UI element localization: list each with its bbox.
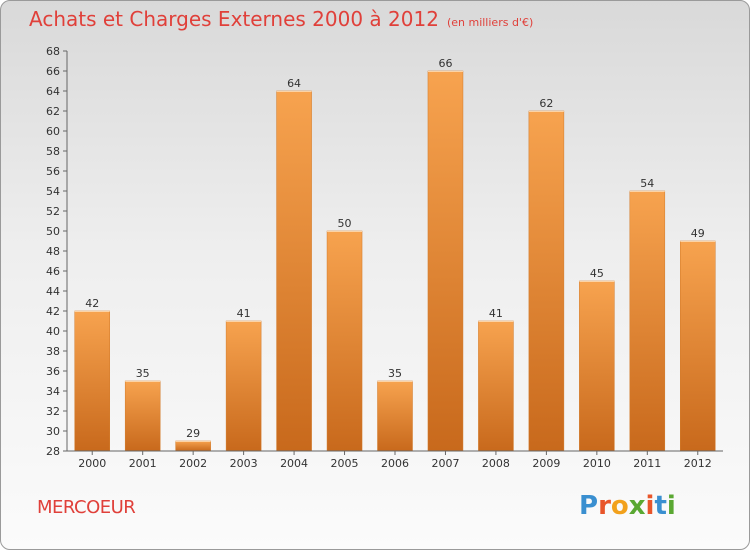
x-tick-label-2008: 2008 (482, 457, 510, 470)
bars: 42 35 29 41 64 50 35 66 41 62 45 54 49 (74, 57, 716, 452)
y-tick-label: 36 (46, 365, 60, 378)
brand-letter: o (610, 491, 629, 521)
x-tick-label-2002: 2002 (179, 457, 207, 470)
x-tick-label-2004: 2004 (280, 457, 308, 470)
x-tick-label-2012: 2012 (684, 457, 712, 470)
bar-2000 (74, 310, 110, 452)
y-axis: 28 30 32 34 36 38 40 42 44 46 48 50 52 54 56 58 60 62 64 66… (46, 45, 68, 458)
brand-letter: r (598, 491, 611, 521)
chart-subtitle: (en milliers d'€) (446, 16, 534, 29)
y-tick-label: 68 (46, 45, 60, 58)
y-tick-label: 32 (46, 405, 60, 418)
place-name: MERCOEUR (37, 497, 136, 518)
data-label-2006: 35 (388, 367, 402, 380)
x-tick-label-2007: 2007 (431, 457, 459, 470)
y-tick-label: 46 (46, 265, 60, 278)
bar-2002 (175, 440, 211, 452)
brand-letter: i (666, 491, 676, 521)
data-label-2007: 66 (438, 57, 452, 70)
bar-2001 (124, 380, 161, 452)
y-tick-label: 34 (46, 385, 60, 398)
y-tick-label: 58 (46, 145, 60, 158)
brand-letter: i (645, 491, 655, 521)
y-tick-label: 50 (46, 225, 60, 238)
bar-2004 (276, 90, 312, 452)
y-tick-label: 54 (46, 185, 60, 198)
x-tick-label-2005: 2005 (331, 457, 359, 470)
bar-2008 (478, 320, 514, 452)
x-axis: 2000 2001 2002 2003 2004 2005 2006 2007 2008 2009… (67, 450, 723, 470)
data-label-2000: 42 (85, 297, 99, 310)
y-tick-label: 48 (46, 245, 60, 258)
brand-letter: P (579, 491, 599, 521)
y-tick-label: 44 (46, 285, 60, 298)
data-label-2003: 41 (237, 307, 251, 320)
chart-title: Achats et Charges Externes 2000 à 2012 (e… (29, 7, 534, 31)
y-tick-label: 40 (46, 325, 60, 338)
data-label-2002: 29 (186, 427, 200, 440)
y-tick-label: 62 (46, 105, 60, 118)
data-label-2005: 50 (338, 217, 352, 230)
bar-2006 (377, 380, 413, 452)
data-label-2011: 54 (640, 177, 654, 190)
data-label-2001: 35 (136, 367, 150, 380)
bar-2011 (629, 190, 666, 452)
brand-letter: t (654, 491, 667, 521)
x-tick-label-2001: 2001 (129, 457, 157, 470)
bar-2007 (427, 70, 464, 452)
brand-letter: x (628, 491, 646, 521)
x-tick-label-2009: 2009 (532, 457, 560, 470)
data-label-2008: 41 (489, 307, 503, 320)
y-tick-label: 56 (46, 165, 60, 178)
y-tick-label: 64 (46, 85, 60, 98)
y-tick-label: 28 (46, 445, 60, 458)
brand-logo: Proxiti (579, 491, 676, 521)
y-tick-label: 42 (46, 305, 60, 318)
data-label-2009: 62 (539, 97, 553, 110)
bar-2010 (579, 280, 615, 452)
bar-2005 (326, 230, 363, 452)
bar-2012 (680, 240, 716, 452)
data-label-2010: 45 (590, 267, 604, 280)
y-tick-label: 30 (46, 425, 60, 438)
y-tick-label: 38 (46, 345, 60, 358)
x-tick-label-2003: 2003 (230, 457, 258, 470)
x-tick-label-2006: 2006 (381, 457, 409, 470)
bar-2009 (528, 110, 565, 452)
x-tick-label-2010: 2010 (583, 457, 611, 470)
data-label-2004: 64 (287, 77, 301, 90)
y-tick-label: 52 (46, 205, 60, 218)
data-label-2012: 49 (691, 227, 705, 240)
x-tick-label-2000: 2000 (78, 457, 106, 470)
x-tick-label-2011: 2011 (633, 457, 661, 470)
y-tick-label: 60 (46, 125, 60, 138)
bar-2003 (225, 320, 262, 452)
y-tick-label: 66 (46, 65, 60, 78)
